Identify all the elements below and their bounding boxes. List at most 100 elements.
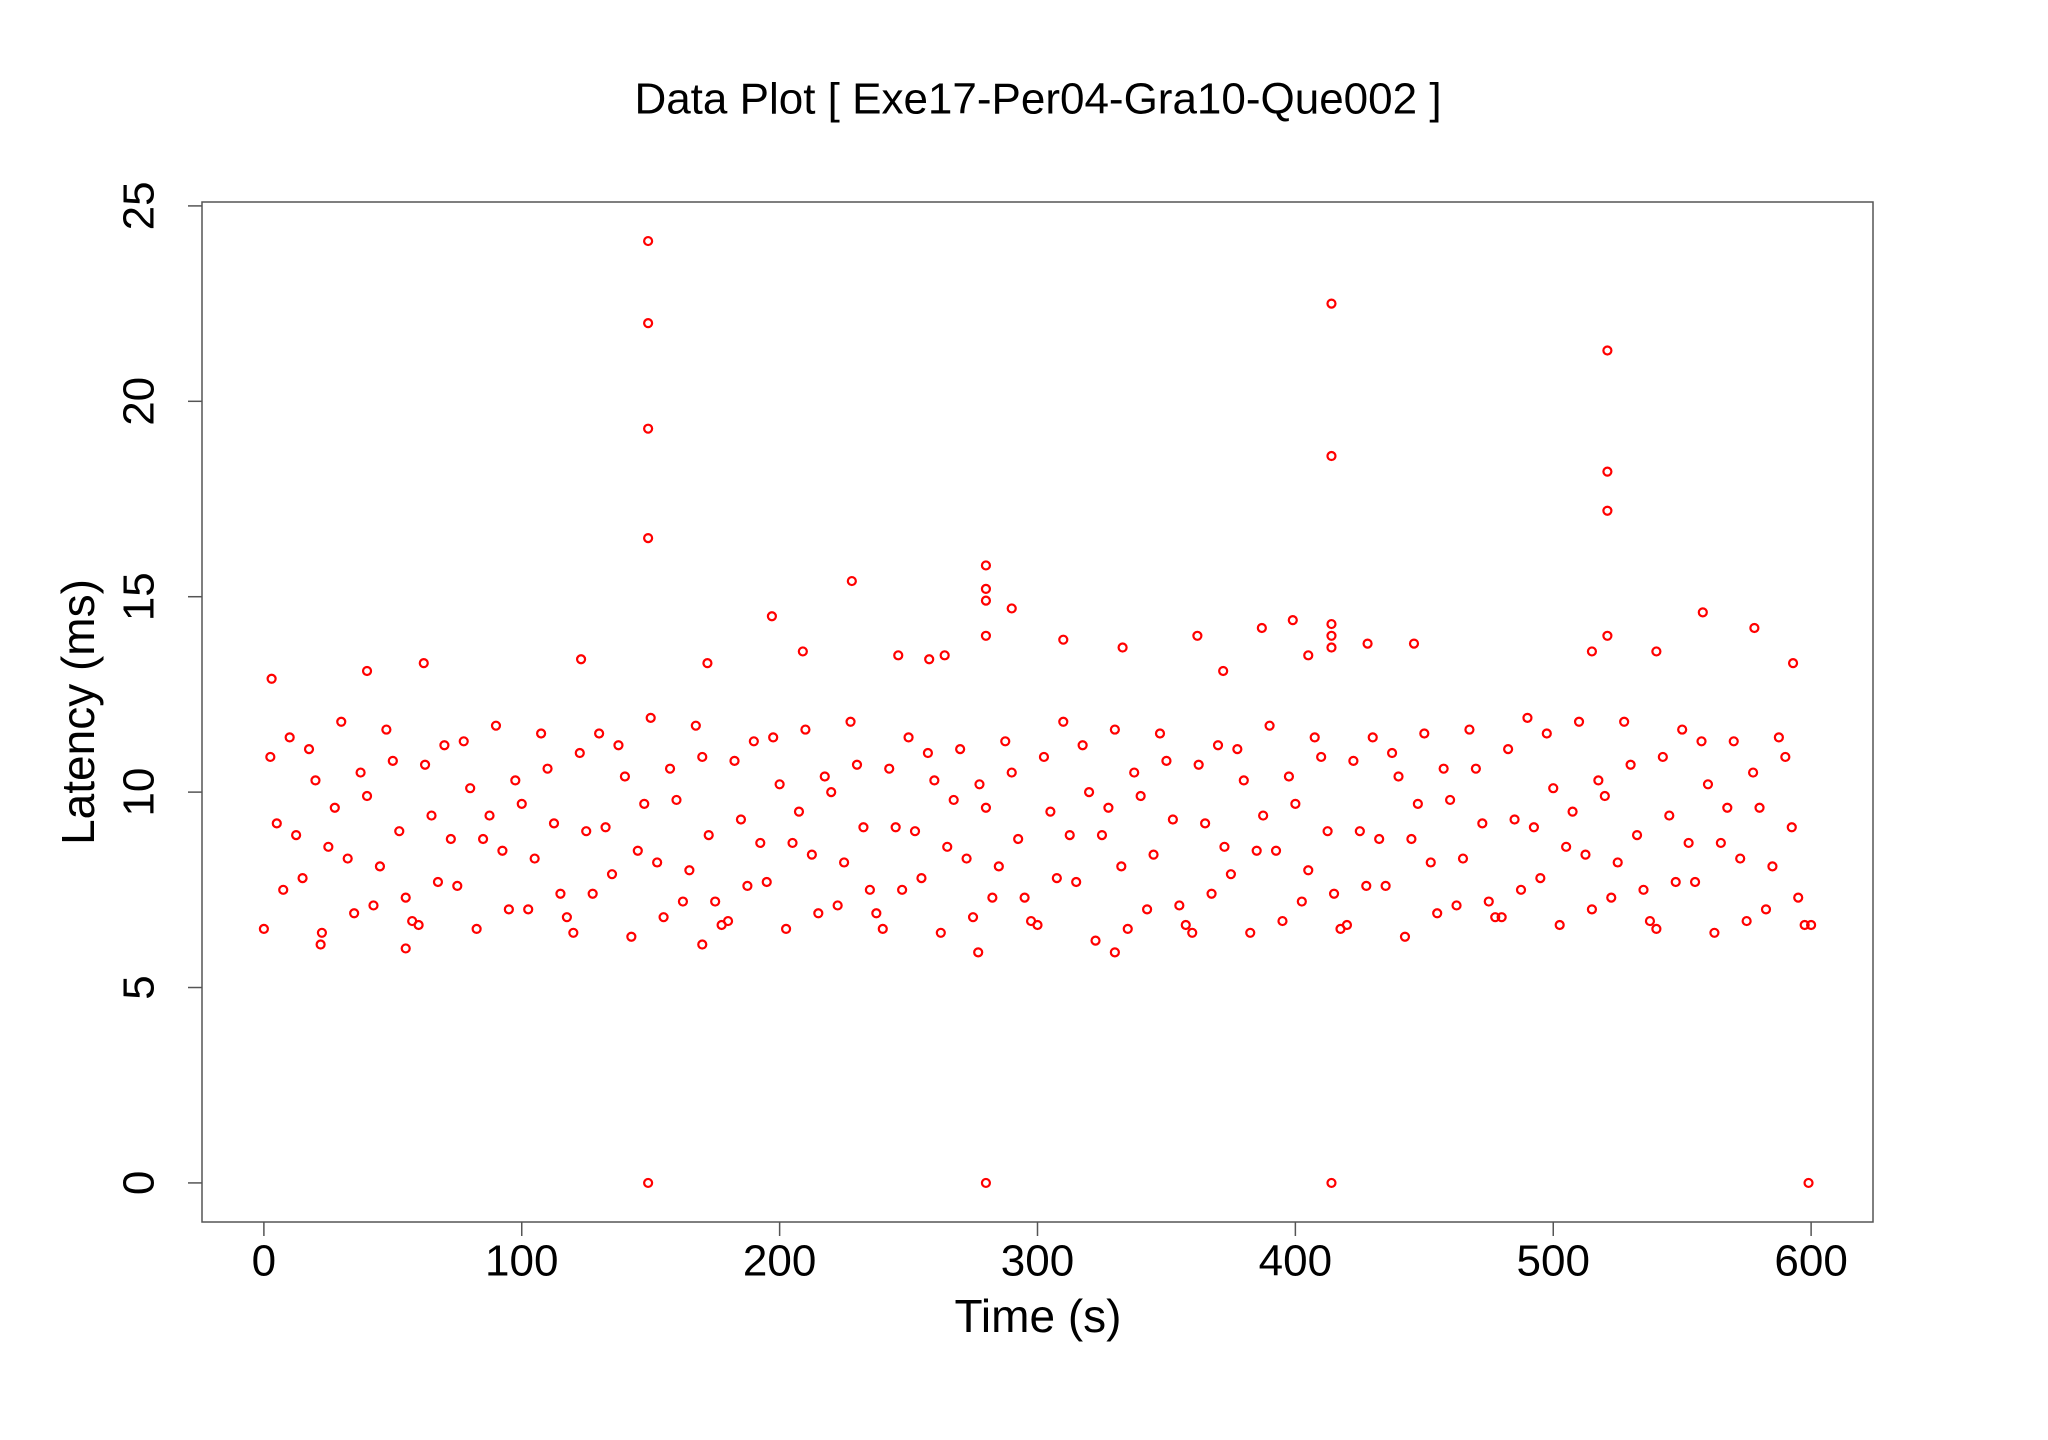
point [1251,845,1262,856]
point [780,923,792,934]
point [407,915,418,927]
point [826,787,837,798]
point [1077,740,1088,751]
point [1348,755,1359,766]
point [310,775,321,786]
point [710,896,721,907]
point [1374,833,1385,845]
point [643,318,654,329]
point [1154,728,1166,739]
point [426,810,437,821]
point [1760,904,1772,915]
point [1326,630,1337,641]
point [766,611,777,622]
point [381,724,392,735]
point [1535,872,1546,884]
point [1483,896,1494,907]
point [1071,876,1082,888]
point [619,771,631,782]
point [1586,646,1598,657]
point [271,818,282,829]
point [542,763,553,774]
point [851,759,863,770]
point [632,845,643,856]
point [1773,732,1784,743]
point [1670,876,1681,888]
point [1528,822,1540,833]
point [1651,923,1662,934]
point [1006,603,1017,614]
point [858,822,869,833]
point [774,779,785,790]
point [1619,716,1630,727]
point [1326,298,1337,309]
point [973,947,984,958]
point [1780,751,1791,763]
point [1309,732,1320,743]
point [1135,790,1146,802]
point [1715,837,1726,849]
point [458,736,469,747]
point [1256,622,1267,634]
point [922,747,934,759]
point [1362,638,1373,649]
point [916,872,927,884]
point [1602,630,1613,641]
point [1116,861,1127,872]
point [645,712,656,723]
point [1625,759,1636,770]
point [924,654,935,665]
point [1380,880,1391,892]
point [890,822,901,833]
point [1058,716,1069,727]
point [1283,771,1295,782]
point [729,755,740,766]
point [315,939,326,950]
point [1787,658,1799,669]
chart-title: Data Plot [ Exe17-Per04-Gra10-Que002 ] [634,75,1441,124]
point [1406,833,1417,845]
point [258,923,269,934]
point [516,798,527,809]
point [1496,912,1507,923]
point [265,751,276,763]
point [1393,771,1404,782]
point [967,912,979,923]
point [606,869,618,880]
point [1702,779,1714,790]
point [1522,712,1533,723]
point [716,919,727,931]
point [1322,826,1333,837]
point [336,716,347,727]
point [1573,716,1585,727]
point [581,826,592,837]
point [742,880,753,892]
point [1561,841,1572,852]
x-tick-label: 600 [1774,1237,1847,1286]
point [643,235,654,247]
y-axis-label: Latency (ms) [52,579,104,845]
point [1025,915,1037,927]
point [497,845,508,856]
point [1290,798,1301,809]
point [1264,720,1275,731]
point [980,802,992,813]
point [1038,751,1050,763]
point [1602,505,1613,516]
point [1019,892,1030,903]
point [929,775,940,786]
point [1109,724,1120,735]
point [1225,869,1237,880]
point [1083,787,1095,798]
point [1689,876,1701,888]
point [1051,872,1062,884]
point [316,927,328,938]
point [529,853,540,864]
point [1361,880,1372,892]
point [871,908,882,919]
point [1167,814,1178,825]
point [587,888,598,899]
point [643,532,654,544]
